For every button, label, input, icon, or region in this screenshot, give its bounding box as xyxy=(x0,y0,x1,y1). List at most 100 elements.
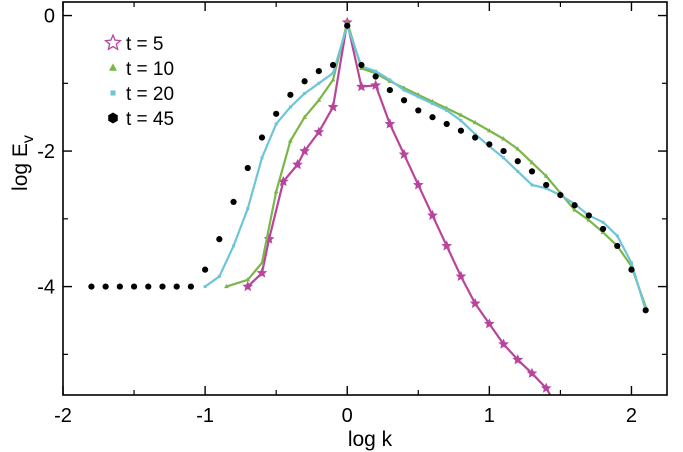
data-point xyxy=(145,283,152,290)
data-point xyxy=(586,217,592,222)
legend-label: t = 45 xyxy=(126,109,174,130)
data-point xyxy=(629,261,633,265)
data-point xyxy=(292,158,303,170)
data-point xyxy=(526,367,538,378)
data-point xyxy=(515,146,521,151)
y-axis-label-main: log E xyxy=(9,143,32,191)
data-point xyxy=(384,118,396,129)
data-point xyxy=(317,81,321,85)
data-point xyxy=(329,61,337,69)
data-point xyxy=(258,134,266,141)
data-point xyxy=(386,86,393,94)
data-point xyxy=(331,71,335,75)
data-point xyxy=(187,283,195,290)
data-point xyxy=(232,244,236,248)
data-point xyxy=(327,101,339,112)
data-point xyxy=(388,78,392,82)
data-point xyxy=(585,212,592,219)
data-point xyxy=(245,277,251,282)
data-point xyxy=(514,158,521,165)
series-t-10 xyxy=(224,19,649,309)
data-point xyxy=(224,283,229,289)
series-line xyxy=(204,24,647,311)
data-point xyxy=(400,97,408,104)
data-point xyxy=(543,173,549,178)
legend-item: t = 5 xyxy=(103,33,164,55)
data-point xyxy=(601,220,605,224)
data-point xyxy=(202,266,209,273)
data-point xyxy=(500,147,507,155)
data-point xyxy=(502,156,506,160)
data-point xyxy=(473,132,477,136)
x-tick-label: -2 xyxy=(54,405,72,427)
x-axis-label: log k xyxy=(348,428,393,451)
data-point xyxy=(370,79,381,90)
data-point xyxy=(501,136,506,141)
legend-item: t = 45 xyxy=(108,109,174,130)
data-point xyxy=(246,207,250,211)
data-point xyxy=(628,266,635,273)
data-point xyxy=(642,307,649,314)
data-point xyxy=(216,236,223,243)
data-point xyxy=(412,179,424,190)
data-point xyxy=(299,145,310,156)
data-point xyxy=(303,91,307,95)
data-point xyxy=(615,234,619,238)
data-point xyxy=(88,283,95,290)
data-point xyxy=(356,81,367,92)
series-t-20 xyxy=(203,24,648,312)
legend-item: t = 10 xyxy=(108,59,174,80)
data-point xyxy=(498,338,509,349)
data-point xyxy=(528,168,536,175)
data-point xyxy=(287,138,293,143)
data-point xyxy=(230,198,237,205)
data-point xyxy=(203,285,207,289)
series-line xyxy=(246,21,552,395)
data-point xyxy=(260,156,264,160)
data-point xyxy=(259,260,265,265)
legend: t = 5 t = 10 t = 20 t = 45 xyxy=(103,33,174,130)
data-point xyxy=(316,97,322,102)
data-point xyxy=(557,192,564,199)
series-t-5 xyxy=(242,16,565,415)
data-point xyxy=(556,407,565,415)
data-point xyxy=(374,69,378,73)
data-point xyxy=(398,148,410,160)
data-point xyxy=(244,164,251,172)
data-point xyxy=(458,112,464,117)
plot-frame xyxy=(62,1,668,396)
y-axis-label-subscript: v xyxy=(20,135,37,143)
data-point xyxy=(431,102,435,106)
x-tick-label: -1 xyxy=(196,405,214,427)
data-point xyxy=(242,280,254,292)
y-tick-label: -4 xyxy=(37,277,55,299)
y-tick-label: 0 xyxy=(44,6,55,28)
data-point xyxy=(116,283,123,290)
legend-marker-star xyxy=(103,33,123,51)
data-point xyxy=(256,267,268,278)
data-point xyxy=(102,283,109,290)
data-point xyxy=(416,95,420,99)
legend-label: t = 20 xyxy=(126,84,174,105)
data-point xyxy=(484,318,495,329)
data-point xyxy=(130,283,138,290)
data-point xyxy=(457,127,465,134)
data-point xyxy=(287,91,294,98)
data-point xyxy=(372,73,379,80)
data-point xyxy=(445,108,449,112)
x-tick-label: 2 xyxy=(626,405,637,427)
legend-item: t = 20 xyxy=(110,84,174,105)
data-point xyxy=(330,77,336,82)
series-line xyxy=(226,21,647,308)
data-point xyxy=(572,207,578,212)
y-axis-label: log Ev xyxy=(9,135,37,191)
y-tick-label: -2 xyxy=(37,141,55,163)
data-point xyxy=(315,68,322,75)
data-point xyxy=(459,119,463,123)
data-point xyxy=(313,126,325,137)
legend-marker-triangle xyxy=(108,63,118,71)
data-point xyxy=(529,159,535,165)
data-point xyxy=(173,283,180,290)
data-point xyxy=(443,120,450,128)
data-point xyxy=(217,274,221,278)
